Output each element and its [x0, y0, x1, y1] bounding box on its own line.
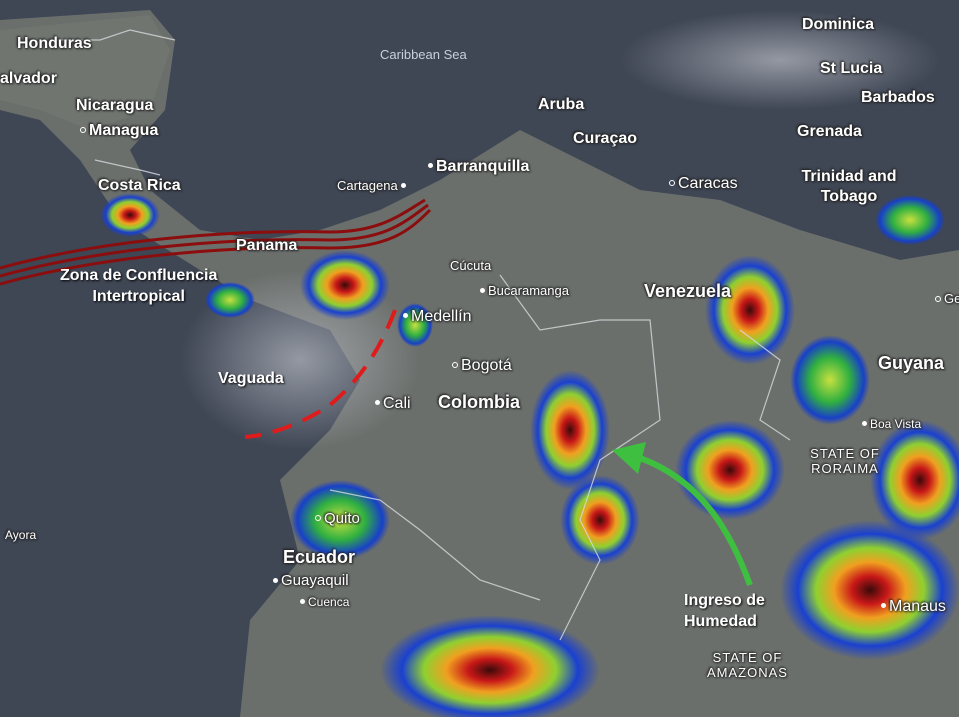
city-label: Caracas [678, 175, 738, 192]
island-label: Grenada [797, 123, 862, 140]
state-label: STATE OF RORAIMA [810, 446, 880, 476]
island-label: Aruba [538, 96, 585, 113]
city-label: Cali [383, 395, 411, 412]
moisture-label-line1: Ingreso de [684, 592, 765, 609]
country-label: Guyana [878, 353, 945, 373]
city-label: Medellín [411, 308, 472, 325]
country-label: alvador [0, 70, 57, 87]
island-label: Trinidad and Tobago [801, 168, 897, 205]
city-label: Guayaquil [281, 572, 349, 589]
state-label: STATE OF AMAZONAS [707, 650, 788, 680]
country-label: Panama [236, 237, 298, 254]
city-label: Cartagena [337, 178, 398, 193]
city-label: Bogotá [461, 357, 512, 374]
city-label: Manaus [889, 598, 946, 615]
island-label: St Lucia [820, 60, 883, 77]
country-label: Nicaragua [76, 97, 154, 114]
country-label: Ecuador [283, 547, 356, 567]
moisture-label-line2: Humedad [684, 613, 757, 630]
moisture-arrow [638, 455, 753, 587]
island-label: Dominica [802, 16, 875, 33]
island-label: Curaçao [573, 130, 638, 147]
city-label: Barranquilla [436, 158, 530, 175]
trough-label: Vaguada [218, 370, 284, 387]
city-label: Bucaramanga [488, 283, 569, 298]
country-label: Colombia [438, 392, 521, 412]
city-label: Cúcuta [450, 258, 492, 273]
island-label: Barbados [861, 89, 935, 106]
city-label: Quito [324, 510, 360, 527]
city-label: Managua [89, 122, 159, 139]
itcz-label: Zona de Confluencia Intertropical [60, 265, 217, 307]
city-label: Ayora [5, 528, 37, 542]
itcz-label-line2: Intertropical [92, 288, 185, 305]
country-label: Costa Rica [98, 177, 181, 194]
itcz-label-line1: Zona de Confluencia [60, 267, 218, 284]
moisture-label: Ingreso de Humedad [684, 590, 765, 632]
itcz-band [0, 198, 432, 286]
sea-label: Caribbean Sea [380, 47, 467, 62]
city-label: Ge [944, 291, 959, 306]
trough-line [244, 309, 397, 439]
country-label: Venezuela [644, 281, 732, 301]
moisture-arrowhead [612, 442, 646, 474]
city-label: Cuenca [308, 595, 350, 609]
country-label: Honduras [17, 35, 92, 52]
city-label: Boa Vista [870, 417, 922, 431]
